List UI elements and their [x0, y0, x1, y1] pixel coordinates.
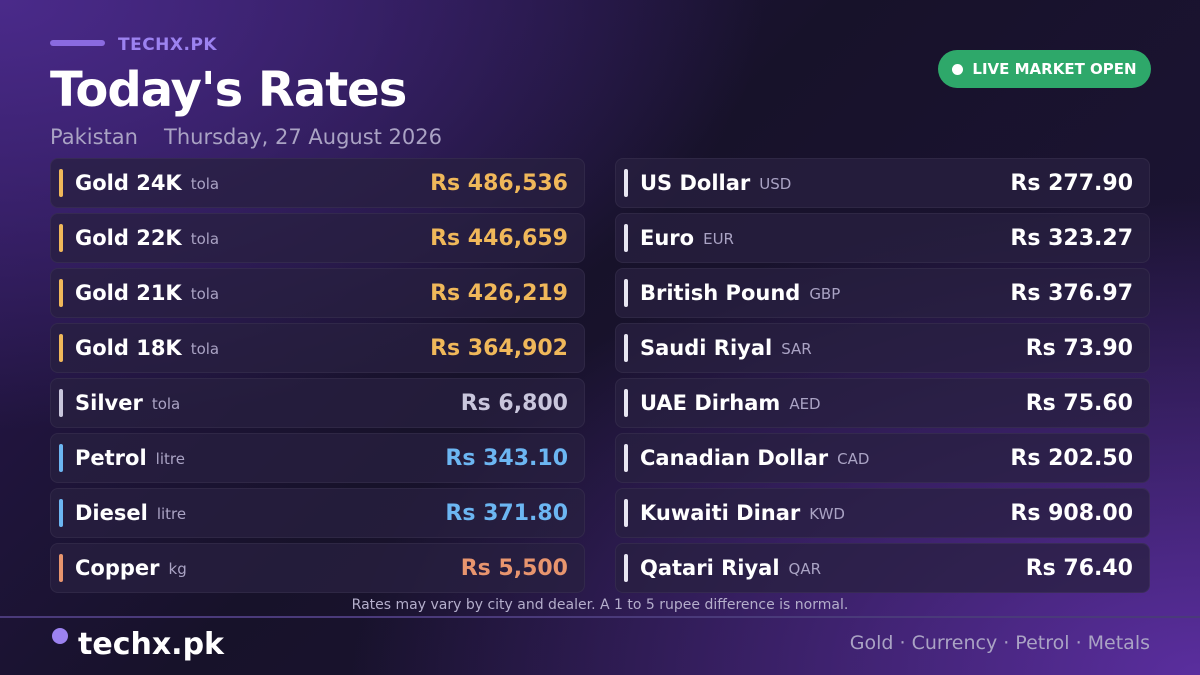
item-price: Rs 73.90: [1025, 335, 1133, 361]
item-name: Gold 22K: [75, 226, 182, 250]
item-price: Rs 364,902: [430, 335, 568, 361]
currency-code: EUR: [703, 230, 734, 248]
rate-row: Gold 22K tola Rs 446,659: [50, 213, 585, 263]
item-unit: tola: [151, 395, 181, 413]
item-unit: litre: [156, 505, 187, 523]
item-name: Copper: [75, 556, 160, 580]
rate-row: Canadian Dollar CAD Rs 202.50: [615, 433, 1150, 483]
row-accent: [59, 444, 63, 472]
item-unit: kg: [168, 560, 187, 578]
footer-tags: Gold · Currency · Petrol · Metals: [849, 632, 1150, 654]
item-name: Gold 21K: [75, 281, 182, 305]
item-price: Rs 76.40: [1025, 555, 1133, 581]
item-name: UAE Dirham: [640, 391, 781, 415]
item-name: Kuwaiti Dinar: [640, 501, 801, 525]
item-name: Saudi Riyal: [640, 336, 773, 360]
item-name: Gold 24K: [75, 171, 182, 195]
rate-row: Diesel litre Rs 371.80: [50, 488, 585, 538]
row-accent: [59, 554, 63, 582]
footer-rule: [0, 616, 1200, 618]
title: Today's Rates: [50, 62, 407, 118]
item-name: Petrol: [75, 446, 147, 470]
row-accent: [59, 334, 63, 362]
row-accent: [624, 224, 628, 252]
rate-row: Gold 24K tola Rs 486,536: [50, 158, 585, 208]
rate-row: British Pound GBP Rs 376.97: [615, 268, 1150, 318]
accent-bar: [50, 40, 105, 46]
item-price: Rs 323.27: [1010, 225, 1133, 251]
rate-row: Kuwaiti Dinar KWD Rs 908.00: [615, 488, 1150, 538]
item-unit: tola: [190, 175, 220, 193]
row-accent: [59, 389, 63, 417]
item-price: Rs 202.50: [1010, 445, 1133, 471]
item-price: Rs 446,659: [430, 225, 568, 251]
row-accent: [59, 224, 63, 252]
item-name: Euro: [640, 226, 695, 250]
row-accent: [624, 554, 628, 582]
row-accent: [624, 444, 628, 472]
item-unit: tola: [190, 230, 220, 248]
currency-code: CAD: [837, 450, 870, 468]
row-accent: [59, 169, 63, 197]
item-name: Silver: [75, 391, 143, 415]
currency-code: SAR: [781, 340, 812, 358]
row-accent: [624, 279, 628, 307]
item-price: Rs 6,800: [460, 390, 568, 416]
row-accent: [624, 169, 628, 197]
row-accent: [624, 334, 628, 362]
rate-row: UAE Dirham AED Rs 75.60: [615, 378, 1150, 428]
currency-code: USD: [759, 175, 792, 193]
currency-code: KWD: [809, 505, 845, 523]
brand: TECHX.PK: [118, 35, 218, 55]
row-accent: [624, 499, 628, 527]
item-price: Rs 486,536: [430, 170, 568, 196]
currency-code: QAR: [788, 560, 822, 578]
item-price: Rs 5,500: [460, 555, 568, 581]
footer-dot: [52, 628, 68, 644]
rate-row: Saudi Riyal SAR Rs 73.90: [615, 323, 1150, 373]
date: Thursday, 27 August 2026: [164, 125, 443, 149]
item-price: Rs 343.10: [445, 445, 568, 471]
rate-row: Silver tola Rs 6,800: [50, 378, 585, 428]
item-unit: tola: [190, 285, 220, 303]
item-price: Rs 75.60: [1025, 390, 1133, 416]
rate-row: Gold 18K tola Rs 364,902: [50, 323, 585, 373]
item-price: Rs 426,219: [430, 280, 568, 306]
disclaimer: Rates may vary by city and dealer. A 1 t…: [351, 597, 849, 613]
item-price: Rs 371.80: [445, 500, 568, 526]
live-badge: LIVE MARKET OPEN: [938, 50, 1151, 88]
item-unit: litre: [155, 450, 185, 468]
item-name: US Dollar: [640, 171, 751, 195]
rate-row: Petrol litre Rs 343.10: [50, 433, 585, 483]
row-accent: [624, 389, 628, 417]
item-name: Qatari Riyal: [640, 556, 780, 580]
rate-row: Gold 21K tola Rs 426,219: [50, 268, 585, 318]
item-name: British Pound: [640, 281, 801, 305]
footer-brand: techx.pk: [78, 627, 225, 662]
row-accent: [59, 499, 63, 527]
currency-code: GBP: [809, 285, 841, 303]
rate-row: US Dollar USD Rs 277.90: [615, 158, 1150, 208]
badge-dot: [952, 63, 964, 75]
item-name: Gold 18K: [75, 336, 182, 360]
item-name: Diesel: [75, 501, 148, 525]
row-accent: [59, 279, 63, 307]
item-unit: tola: [190, 340, 220, 358]
location: Pakistan: [50, 125, 138, 149]
rate-row: Euro EUR Rs 323.27: [615, 213, 1150, 263]
item-price: Rs 277.90: [1010, 170, 1133, 196]
rate-row: Copper kg Rs 5,500: [50, 543, 585, 593]
badge-text: LIVE MARKET OPEN: [972, 60, 1137, 78]
currency-code: AED: [789, 395, 821, 413]
item-name: Canadian Dollar: [640, 446, 829, 470]
item-price: Rs 908.00: [1010, 500, 1133, 526]
rate-row: Qatari Riyal QAR Rs 76.40: [615, 543, 1150, 593]
item-price: Rs 376.97: [1010, 280, 1133, 306]
